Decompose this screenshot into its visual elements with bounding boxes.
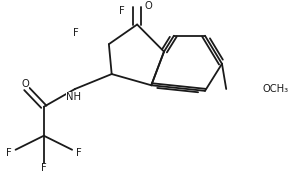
Text: F: F [6, 148, 11, 158]
Text: O: O [22, 79, 29, 89]
Text: F: F [74, 28, 79, 38]
Text: F: F [41, 163, 47, 174]
Text: O: O [144, 1, 152, 11]
Text: OCH₃: OCH₃ [263, 84, 289, 94]
Text: F: F [76, 148, 82, 158]
Text: NH: NH [66, 92, 81, 102]
Text: F: F [119, 5, 125, 15]
